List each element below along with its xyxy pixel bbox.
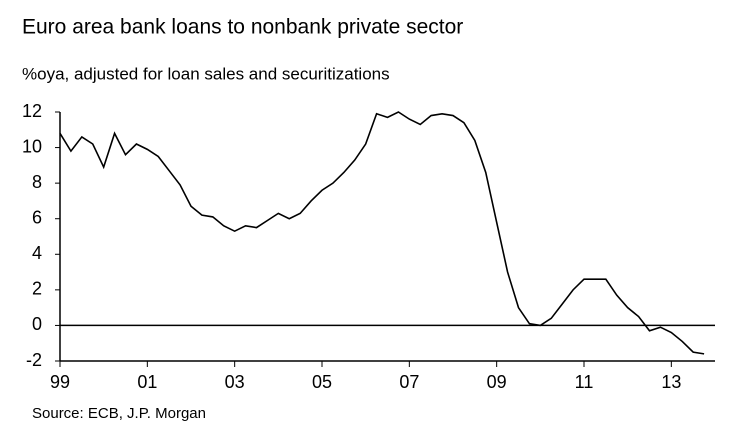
- x-tick-label: 07: [399, 372, 419, 392]
- y-tick-label: -2: [26, 350, 42, 370]
- x-tick-label: 01: [137, 372, 157, 392]
- y-tick-label: 2: [32, 279, 42, 299]
- y-tick-label: 0: [32, 314, 42, 334]
- y-tick-label: 10: [22, 136, 42, 156]
- line: [59, 111, 705, 355]
- x-tick-label: 05: [312, 372, 332, 392]
- x-tick-label: 13: [661, 372, 681, 392]
- chart-subtitle: %oya, adjusted for loan sales and securi…: [22, 64, 390, 83]
- x-tick-label: 11: [575, 372, 594, 392]
- chart-title: Euro area bank loans to nonbank private …: [22, 16, 463, 39]
- y-tick-label: 6: [32, 207, 42, 227]
- x-tick-label: 03: [225, 372, 245, 392]
- x-tick-label: 99: [50, 372, 70, 392]
- y-tick-label: 4: [32, 243, 42, 263]
- y-tick-label: 12: [22, 101, 42, 121]
- x-tick-label: 09: [487, 372, 507, 392]
- y-tick-label: 8: [32, 172, 42, 192]
- source: Source: ECB, J.P. Morgan: [32, 405, 206, 422]
